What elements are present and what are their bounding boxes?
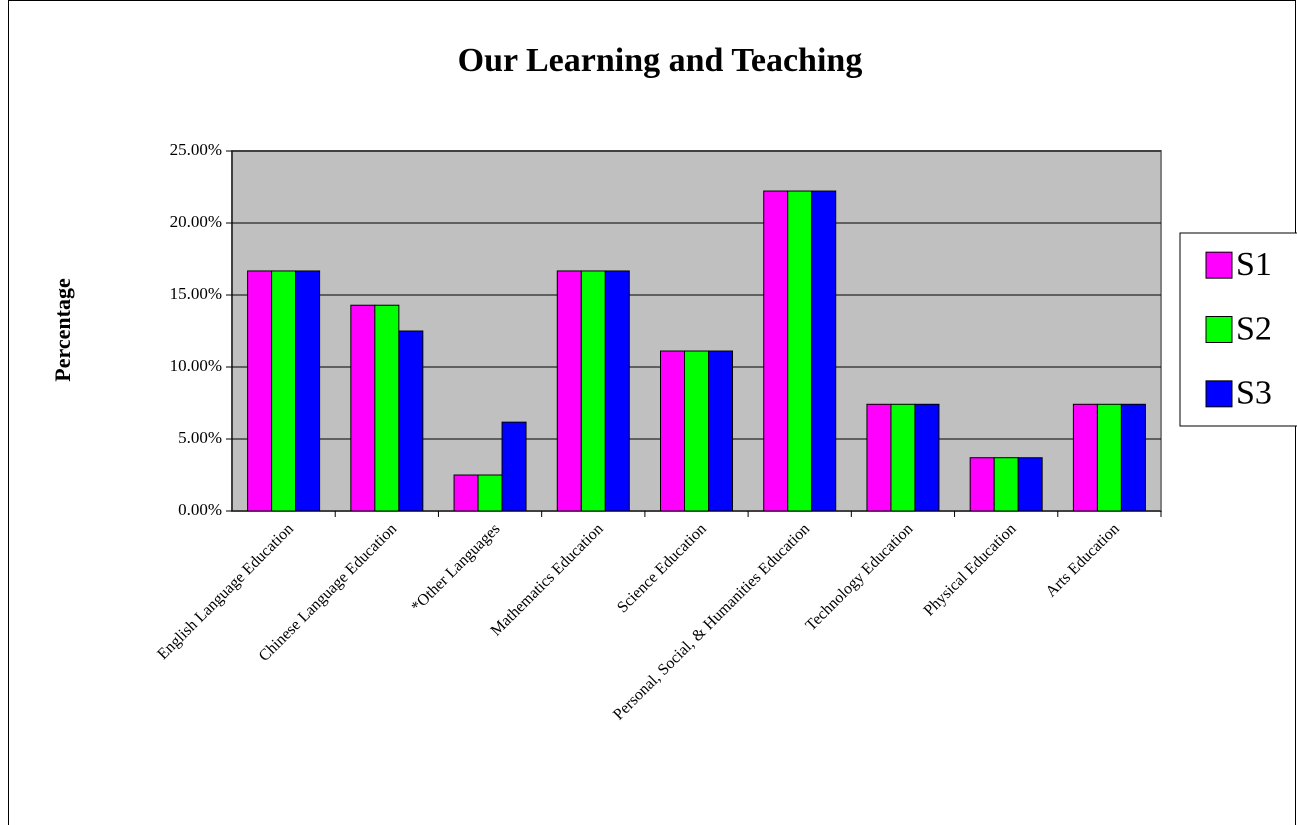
y-tick-label: 0.00% [178, 500, 222, 519]
bar [580, 270, 606, 512]
legend-label: S1 [1236, 246, 1272, 283]
bar [1017, 457, 1043, 512]
bar [811, 190, 837, 512]
bar [684, 350, 709, 512]
bar [1096, 403, 1122, 512]
legend-swatch [1205, 251, 1233, 279]
bar [866, 403, 892, 512]
bar [993, 457, 1019, 512]
bar [398, 330, 424, 512]
bar [556, 270, 582, 512]
y-tick-label: 10.00% [170, 356, 222, 375]
legend-label: S3 [1236, 375, 1272, 412]
bar [350, 304, 376, 512]
y-tick-label: 20.00% [170, 212, 222, 231]
y-axis-label: Percentage [50, 278, 75, 382]
bar [604, 270, 630, 512]
y-tick-label: 15.00% [170, 284, 222, 303]
y-tick-label: 5.00% [178, 428, 222, 447]
bar [374, 304, 400, 512]
bar [271, 270, 297, 512]
bar [453, 474, 479, 512]
bar [660, 350, 685, 512]
bar [501, 421, 527, 512]
bar [1120, 403, 1146, 512]
bar [247, 270, 273, 512]
legend-label: S2 [1236, 310, 1272, 347]
bar [295, 270, 321, 512]
bar [969, 457, 995, 512]
y-tick-label: 25.00% [170, 140, 222, 159]
bar [914, 403, 940, 512]
chart-title: Our Learning and Teaching [458, 42, 863, 79]
bar [477, 474, 503, 512]
bar [890, 403, 916, 512]
legend [1179, 232, 1297, 427]
bar [708, 350, 733, 512]
bar [787, 190, 813, 512]
legend-swatch [1205, 380, 1233, 408]
legend-swatch [1205, 316, 1233, 343]
bar [1072, 403, 1098, 512]
bar [763, 190, 789, 512]
